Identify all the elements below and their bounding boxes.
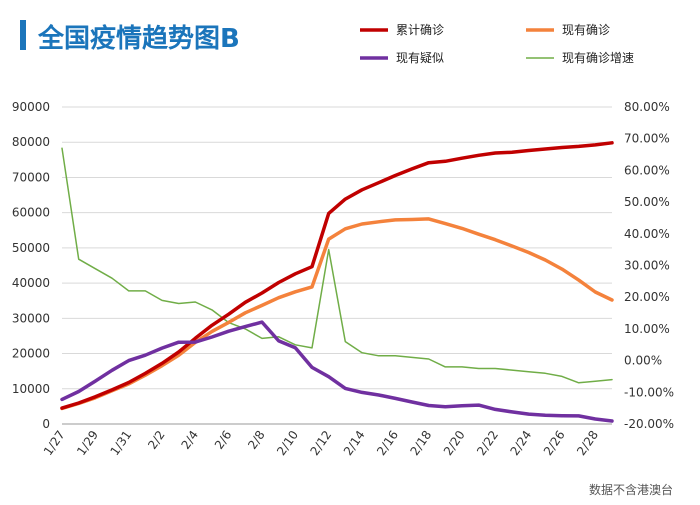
x-tick-label: 2/20	[441, 428, 468, 458]
x-tick: 2/10	[274, 428, 301, 458]
left-tick-label: 90000	[12, 100, 50, 114]
legend-item: 现有确诊增速	[526, 51, 634, 65]
x-tick: 2/24	[507, 428, 534, 458]
x-axis-ticks: 1/27 1/29 1/31 2/2 2/4 2/6 2/8 2/10 2/12 2/14 2/16…	[41, 428, 601, 458]
x-tick: 2/28	[574, 428, 601, 458]
x-tick-label: 2/10	[274, 428, 301, 458]
x-tick-label: 1/31	[107, 428, 134, 458]
right-tick-label: 40.00%	[624, 227, 670, 241]
right-tick-label: 80.00%	[624, 100, 670, 114]
left-tick-label: 60000	[12, 206, 50, 220]
grid-lines	[62, 106, 612, 425]
legend-label: 现有疑似	[396, 50, 444, 65]
legend-item: 现有疑似	[360, 50, 444, 65]
x-tick: 2/16	[374, 428, 401, 458]
x-tick: 2/26	[541, 428, 568, 458]
right-tick-label: -10.00%	[624, 385, 674, 399]
series-line-3	[61, 147, 613, 384]
right-axis-ticks: -20.00% -10.00% 0.00% 10.00% 20.00% 30.00% 40.…	[624, 100, 674, 431]
left-tick-label: 0	[42, 417, 50, 431]
x-tick-label: 2/16	[374, 428, 401, 458]
x-tick: 2/20	[441, 428, 468, 458]
x-tick: 1/29	[74, 428, 101, 458]
x-tick: 2/22	[474, 428, 501, 458]
x-tick-label: 2/24	[507, 428, 534, 458]
x-tick: 1/27	[41, 428, 68, 458]
right-tick-label: 0.00%	[624, 354, 662, 368]
legend-item: 累计确诊	[360, 23, 444, 37]
x-tick: 2/2	[145, 428, 168, 452]
left-tick-label: 30000	[12, 311, 50, 325]
x-tick-label: 1/27	[41, 428, 68, 458]
x-tick-label: 2/2	[145, 428, 168, 452]
source-note: 数据不含港澳台	[589, 482, 673, 497]
x-tick: 2/8	[245, 428, 268, 452]
x-tick-label: 2/4	[179, 428, 202, 452]
title-bar-marker	[20, 20, 26, 50]
x-tick: 2/12	[307, 428, 334, 458]
right-tick-label: -20.00%	[624, 417, 674, 431]
series-line-1	[60, 217, 614, 411]
right-tick-label: 70.00%	[624, 132, 670, 146]
x-tick-label: 2/22	[474, 428, 501, 458]
x-tick: 2/18	[407, 428, 434, 458]
x-tick: 1/31	[107, 428, 134, 458]
x-tick-label: 2/8	[245, 428, 268, 452]
x-tick-label: 1/29	[74, 428, 101, 458]
series-line-0	[60, 141, 614, 410]
left-tick-label: 10000	[12, 382, 50, 396]
left-tick-label: 50000	[12, 241, 50, 255]
legend-item: 现有确诊	[526, 23, 610, 37]
left-tick-label: 20000	[12, 347, 50, 361]
legend-label: 现有确诊	[562, 23, 610, 37]
left-tick-label: 70000	[12, 170, 50, 184]
right-tick-label: 20.00%	[624, 290, 670, 304]
legend-label: 现有确诊增速	[562, 51, 634, 65]
right-tick-label: 60.00%	[624, 163, 670, 177]
x-tick: 2/4	[179, 428, 202, 452]
right-tick-label: 50.00%	[624, 195, 670, 209]
x-tick-label: 2/6	[212, 428, 235, 452]
series-line-2	[60, 320, 614, 423]
x-tick: 2/14	[341, 428, 368, 458]
right-tick-label: 10.00%	[624, 322, 670, 336]
series-lines	[60, 141, 614, 423]
x-tick-label: 2/26	[541, 428, 568, 458]
x-tick: 2/6	[212, 428, 235, 452]
left-axis-ticks: 0 10000 20000 30000 40000 50000 60000 70000 8000…	[12, 100, 50, 431]
x-tick-label: 2/14	[341, 428, 368, 458]
left-tick-label: 40000	[12, 276, 50, 290]
left-tick-label: 80000	[12, 135, 50, 149]
chart-title: 全国疫情趋势图B	[37, 23, 240, 54]
x-tick-label: 2/18	[407, 428, 434, 458]
x-tick-label: 2/12	[307, 428, 334, 458]
right-tick-label: 30.00%	[624, 259, 670, 273]
legend-label: 累计确诊	[396, 23, 444, 37]
x-tick-label: 2/28	[574, 428, 601, 458]
